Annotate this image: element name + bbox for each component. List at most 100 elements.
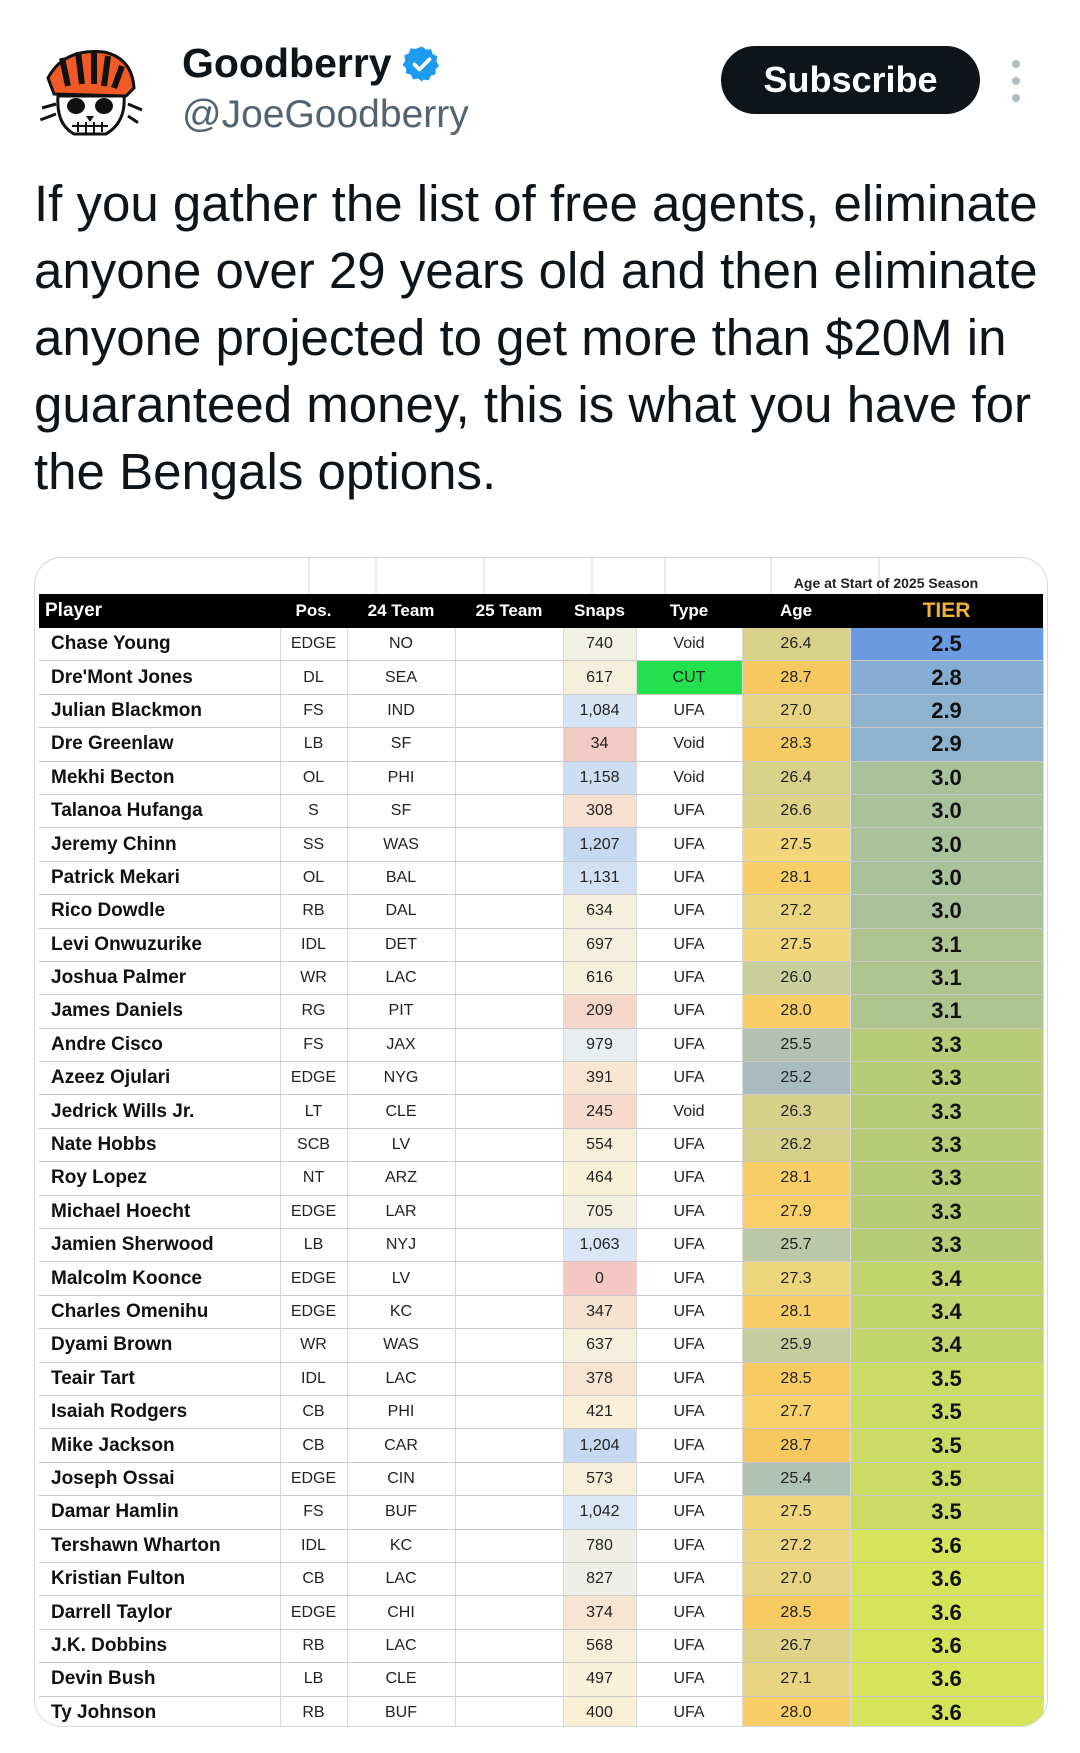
type-cell: Void	[636, 1094, 743, 1129]
table-row: Chase Young EDGE NO 740 Void 26.4 2.5	[39, 628, 1044, 662]
player-cell: Jamien Sherwood	[39, 1228, 281, 1263]
snaps-cell: 0	[563, 1261, 637, 1296]
pos-cell: CB	[280, 1428, 348, 1463]
attached-image-table[interactable]: Age at Start of 2025 Season Player Pos. …	[34, 557, 1048, 1727]
age-cell: 26.0	[742, 961, 851, 996]
age-cell: 26.7	[742, 1629, 851, 1664]
age-cell: 28.1	[742, 861, 851, 896]
tier-cell: 3.6	[850, 1529, 1044, 1563]
team-25-cell	[455, 1228, 564, 1263]
table-row: Mekhi Becton OL PHI 1,158 Void 26.4 3.0	[39, 761, 1044, 795]
header-grid-lines	[308, 558, 880, 594]
pos-cell: S	[280, 794, 348, 829]
team-24-cell: LAC	[347, 1562, 456, 1597]
player-cell: Mekhi Becton	[39, 761, 281, 795]
team-25-cell	[455, 1562, 564, 1597]
player-cell: Jedrick Wills Jr.	[39, 1094, 281, 1129]
team-24-cell: BUF	[347, 1495, 456, 1530]
age-cell: 28.0	[742, 1696, 851, 1726]
user-handle[interactable]: @JoeGoodberry	[182, 93, 469, 136]
type-cell: UFA	[636, 1629, 743, 1664]
snaps-cell: 634	[563, 894, 637, 929]
team-24-cell: LAC	[347, 961, 456, 996]
table-row: Malcolm Koonce EDGE LV 0 UFA 27.3 3.4	[39, 1261, 1044, 1296]
snaps-cell: 374	[563, 1595, 637, 1630]
team-24-cell: SEA	[347, 660, 456, 695]
team-24-cell: PHI	[347, 761, 456, 795]
pos-cell: FS	[280, 1028, 348, 1063]
team-24-cell: PHI	[347, 1395, 456, 1430]
type-cell: UFA	[636, 1696, 743, 1726]
team-25-cell	[455, 1662, 564, 1697]
tier-cell: 3.3	[850, 1028, 1044, 1063]
age-cell: 27.3	[742, 1261, 851, 1296]
table-row: Joseph Ossai EDGE CIN 573 UFA 25.4 3.5	[39, 1462, 1044, 1497]
pos-cell: IDL	[280, 1529, 348, 1563]
team-24-cell: KC	[347, 1529, 456, 1563]
player-cell: Jeremy Chinn	[39, 827, 281, 862]
age-cell: 26.3	[742, 1094, 851, 1129]
team-25-cell	[455, 727, 564, 762]
pos-cell: IDL	[280, 1362, 348, 1396]
player-cell: Teair Tart	[39, 1362, 281, 1396]
type-cell: UFA	[636, 1662, 743, 1697]
table-row: Mike Jackson CB CAR 1,204 UFA 28.7 3.5	[39, 1428, 1044, 1463]
team-24-cell: SF	[347, 727, 456, 762]
pos-cell: SCB	[280, 1128, 348, 1163]
type-cell: UFA	[636, 1161, 743, 1196]
team-25-cell	[455, 1629, 564, 1664]
tier-cell: 3.0	[850, 861, 1044, 896]
pos-cell: CB	[280, 1395, 348, 1430]
age-cell: 28.3	[742, 727, 851, 762]
team-25-cell	[455, 1428, 564, 1463]
type-cell: UFA	[636, 928, 743, 962]
pos-cell: EDGE	[280, 1261, 348, 1296]
pos-cell: OL	[280, 761, 348, 795]
team-25-cell	[455, 1595, 564, 1630]
team-25-cell	[455, 827, 564, 862]
age-cell: 27.5	[742, 928, 851, 962]
table-row: Rico Dowdle RB DAL 634 UFA 27.2 3.0	[39, 894, 1044, 929]
team-25-cell	[455, 928, 564, 962]
team-24-cell: LV	[347, 1128, 456, 1163]
player-cell: Rico Dowdle	[39, 894, 281, 929]
snaps-cell: 1,158	[563, 761, 637, 795]
pos-cell: LT	[280, 1094, 348, 1129]
table-row: James Daniels RG PIT 209 UFA 28.0 3.1	[39, 994, 1044, 1029]
team-24-cell: KC	[347, 1295, 456, 1330]
display-name[interactable]: Goodberry	[182, 40, 392, 86]
age-cell: 28.1	[742, 1295, 851, 1330]
team-25-cell	[455, 1462, 564, 1497]
type-cell: Void	[636, 761, 743, 795]
age-cell: 26.4	[742, 628, 851, 662]
snaps-cell: 740	[563, 628, 637, 662]
player-cell: Kristian Fulton	[39, 1562, 281, 1597]
table-row: Isaiah Rodgers CB PHI 421 UFA 27.7 3.5	[39, 1395, 1044, 1430]
snaps-cell: 308	[563, 794, 637, 829]
team-24-cell: CLE	[347, 1662, 456, 1697]
snaps-cell: 573	[563, 1462, 637, 1497]
tier-cell: 3.0	[850, 794, 1044, 829]
tier-cell: 3.0	[850, 894, 1044, 929]
type-cell: UFA	[636, 1028, 743, 1063]
table-row: Jeremy Chinn SS WAS 1,207 UFA 27.5 3.0	[39, 827, 1044, 862]
tier-cell: 3.5	[850, 1428, 1044, 1463]
tier-cell: 3.4	[850, 1261, 1044, 1296]
avatar[interactable]	[34, 38, 146, 150]
snaps-cell: 400	[563, 1696, 637, 1726]
team-25-cell	[455, 1362, 564, 1396]
snaps-cell: 497	[563, 1662, 637, 1697]
team-24-cell: ARZ	[347, 1161, 456, 1196]
team-24-cell: JAX	[347, 1028, 456, 1063]
type-cell: UFA	[636, 961, 743, 996]
team-24-cell: LAC	[347, 1629, 456, 1664]
subscribe-button[interactable]: Subscribe	[721, 46, 980, 114]
player-cell: Michael Hoecht	[39, 1195, 281, 1230]
player-cell: Azeez Ojulari	[39, 1061, 281, 1096]
type-cell: UFA	[636, 1128, 743, 1163]
age-cell: 26.2	[742, 1128, 851, 1163]
more-options-icon[interactable]	[1010, 60, 1022, 102]
pos-cell: IDL	[280, 928, 348, 962]
pos-cell: SS	[280, 827, 348, 862]
pos-cell: FS	[280, 1495, 348, 1530]
